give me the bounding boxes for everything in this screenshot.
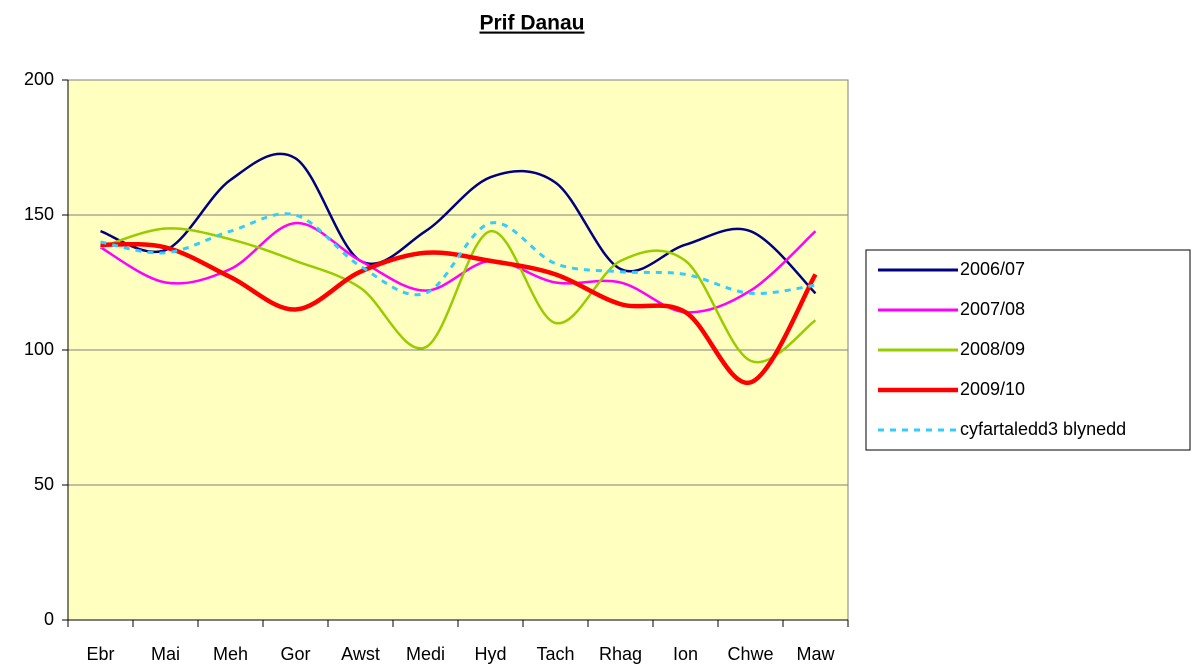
x-tick-label: Rhag (599, 644, 642, 664)
y-tick-label: 150 (24, 204, 54, 224)
series-line (100, 152, 817, 295)
chart-title: Prif Danau (479, 12, 584, 35)
series-line (100, 241, 818, 385)
x-tick-label: Awst (341, 644, 380, 664)
x-tick-label: Maw (796, 644, 835, 664)
x-tick-label: Meh (213, 644, 248, 664)
y-tick-label: 200 (24, 69, 54, 89)
x-tick-label: Chwe (727, 644, 773, 664)
legend-label: 2007/08 (960, 299, 1025, 319)
x-tick-label: Tach (536, 644, 574, 664)
y-tick-label: 50 (34, 474, 54, 494)
y-tick-label: 100 (24, 339, 54, 359)
legend-label: 2009/10 (960, 379, 1025, 399)
legend-label: cyfartaledd3 blynedd (960, 419, 1126, 439)
legend-label: 2006/07 (960, 259, 1025, 279)
y-tick-label: 0 (44, 609, 54, 629)
x-tick-label: Medi (406, 644, 445, 664)
series-line (100, 212, 816, 297)
x-tick-label: Gor (280, 644, 310, 664)
series-line (99, 221, 817, 314)
legend-label: 2008/09 (960, 339, 1025, 359)
x-tick-label: Hyd (474, 644, 506, 664)
x-tick-label: Ebr (86, 644, 114, 664)
x-tick-label: Mai (151, 644, 180, 664)
series-line (100, 227, 817, 364)
x-tick-label: Ion (673, 644, 698, 664)
